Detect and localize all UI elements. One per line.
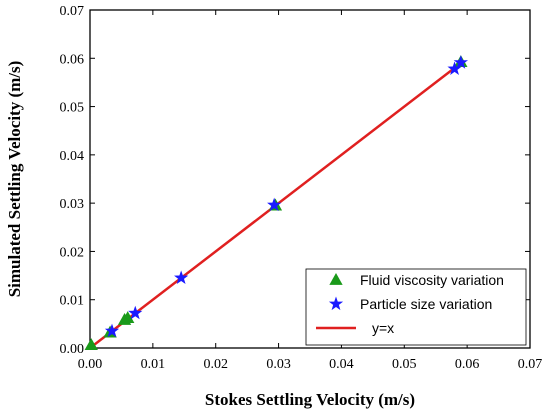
y-tick-label: 0.07 — [60, 4, 85, 19]
y-tick-label: 0.02 — [60, 245, 85, 260]
x-tick-label: 0.03 — [266, 357, 291, 372]
legend-box — [305, 268, 527, 346]
y-tick-label: 0.03 — [60, 197, 85, 212]
legend-items: Fluid viscosity variation Particle size v… — [316, 272, 504, 336]
x-axis-title: Stokes Settling Velocity (m/s) — [205, 390, 415, 409]
series-layer — [84, 55, 468, 351]
x-tick-label: 0.06 — [455, 357, 480, 372]
star-point — [267, 197, 282, 212]
x-tick-label: 0.02 — [203, 357, 228, 372]
star-point — [104, 323, 120, 338]
star-point — [174, 270, 189, 285]
legend-label: Fluid viscosity variation — [360, 272, 504, 288]
y-tick-label: 0.05 — [60, 101, 85, 116]
x-tick-label: 0.05 — [392, 357, 417, 372]
y-axis-title: Simulated Settling Velocity (m/s) — [5, 61, 24, 298]
legend-label: Particle size variation — [360, 296, 492, 312]
y-tick-label: 0.01 — [60, 294, 85, 309]
y-tick-label: 0.00 — [60, 342, 85, 357]
legend: Fluid viscosity variation Particle size v… — [305, 268, 527, 346]
x-tick-label: 0.01 — [141, 357, 166, 372]
triangle-point — [121, 311, 135, 323]
legend-label: y=x — [372, 320, 394, 336]
star-point — [447, 61, 462, 75]
x-tick-label: 0.00 — [78, 357, 103, 372]
y-tick-label: 0.06 — [60, 52, 85, 67]
star-point — [453, 55, 468, 69]
x-tick-label: 0.04 — [329, 357, 354, 372]
star-point — [128, 305, 143, 320]
axis-ticks: 0.00 0.01 0.02 0.03 0.04 0.05 0.06 0.07 0.00 0.01… — [60, 4, 543, 372]
legend-star-marker — [328, 296, 344, 311]
legend-triangle-marker — [329, 273, 343, 285]
x-tick-label: 0.07 — [518, 357, 543, 372]
y-tick-label: 0.04 — [60, 149, 85, 164]
triangle-point — [84, 338, 98, 351]
